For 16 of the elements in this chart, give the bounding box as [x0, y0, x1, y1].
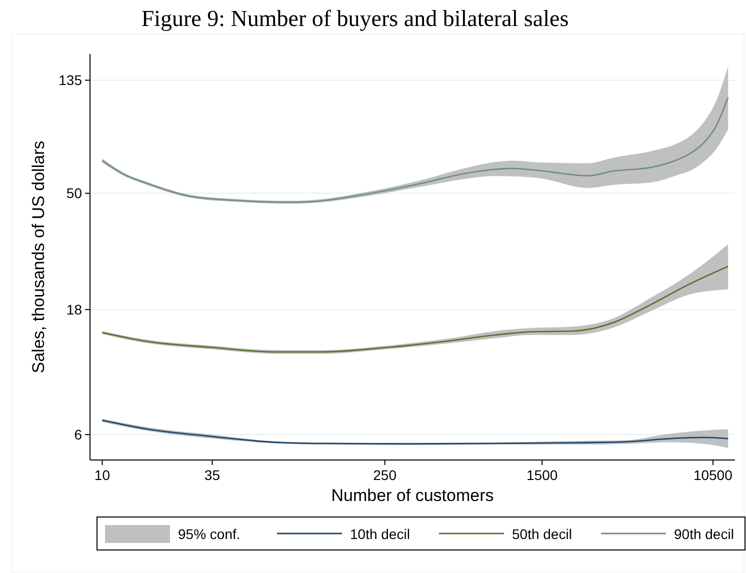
text: 95% conf.	[178, 526, 240, 542]
y-axis-title: Sales, thousands of US dollars	[29, 140, 48, 374]
y-tick-label: 50	[66, 185, 82, 202]
x-tick-label: 35	[204, 467, 220, 483]
x-tick-label: 10	[94, 467, 110, 483]
y-tick-label: 6	[74, 426, 82, 443]
x-tick-label: 10500	[693, 467, 733, 483]
chart-title: Figure 9: Number of buyers and bilateral sales	[141, 6, 569, 31]
legend-label: 10th decil	[350, 526, 410, 542]
x-axis-title: Number of customers	[331, 486, 494, 505]
x-tick-label: 1500	[526, 467, 558, 483]
legend-label: 90th decil	[674, 526, 734, 542]
y-tick-label: 18	[66, 301, 82, 318]
legend-label: 50th decil	[512, 526, 572, 542]
x-tick-label: 250	[373, 467, 397, 483]
y-tick-label: 135	[58, 72, 82, 88]
